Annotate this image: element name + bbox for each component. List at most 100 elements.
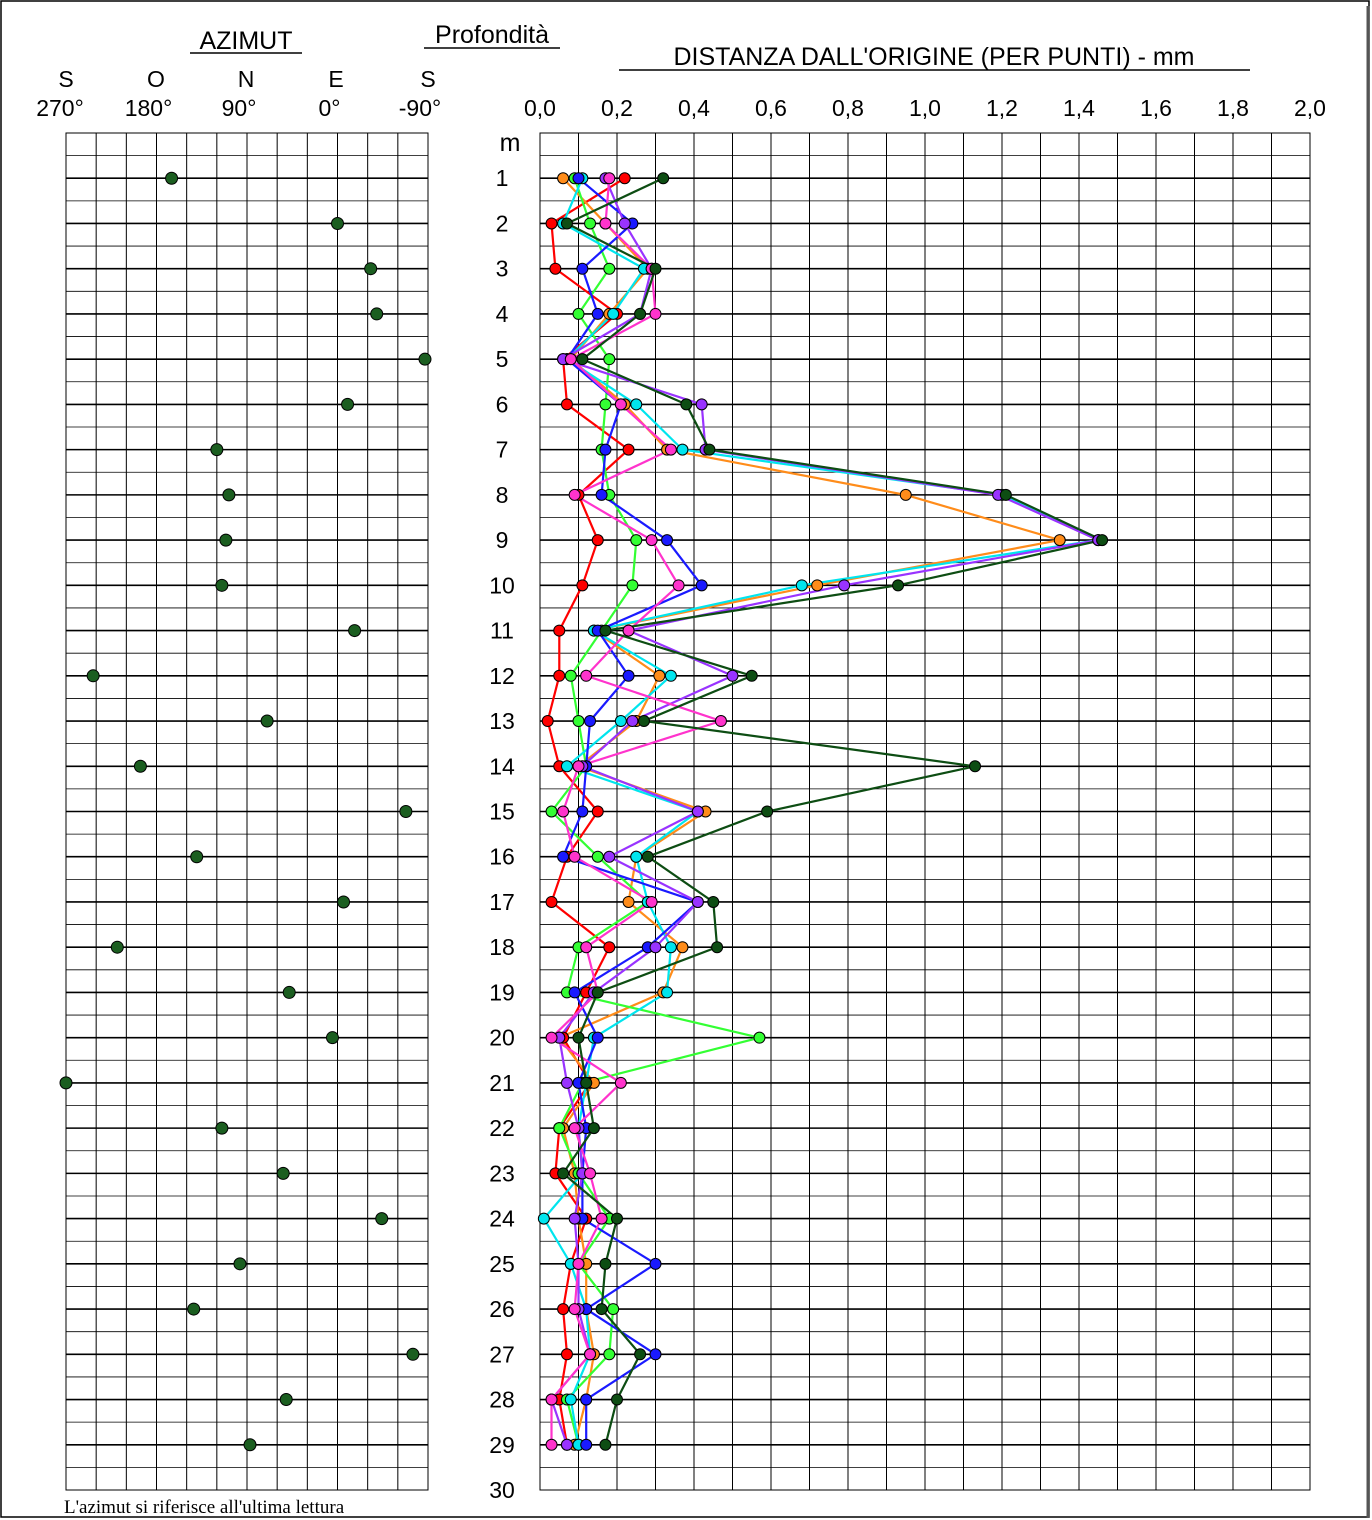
azimut-point [233,1257,247,1271]
depth-label: 25 [489,1251,515,1277]
azimut-point [190,850,204,864]
series-point [649,1257,662,1270]
series-point [649,262,662,275]
series-point [603,262,616,275]
distance-series-markers-7 [545,172,727,1451]
series-point [892,579,905,592]
series-point [611,1212,623,1225]
distance-tick-label: 2,0 [1294,95,1326,121]
azimut-point [282,985,296,999]
series-point [560,1348,573,1361]
series-point [553,624,566,637]
azimut-compass-label: N [238,66,255,92]
series-point [603,850,616,863]
series-point [599,1257,612,1270]
series-point [572,715,585,728]
depth-label: 26 [489,1296,515,1322]
series-point [626,715,639,728]
series-point [580,1076,593,1089]
series-point [599,398,612,411]
series-point [676,443,689,456]
series-point [626,579,639,592]
series-point [695,579,708,592]
series-point [541,715,554,728]
profondita-title: Profondità [435,21,549,49]
azimut-point [110,940,124,954]
series-point [599,443,612,456]
series-point [645,895,658,908]
distance-title: DISTANZA DALL'ORIGINE (PER PUNTI) - mm [673,43,1194,71]
series-point [811,579,824,592]
distance-tick-label: 1,6 [1140,95,1172,121]
series-point [664,443,677,456]
distance-tick-label: 1,0 [909,95,941,121]
series-point [622,895,635,908]
series-point [657,172,670,185]
series-point [603,1348,616,1361]
series-point [568,986,581,999]
series-point [622,669,635,682]
series-point [595,488,608,501]
series-point [649,307,662,320]
azimut-point [375,1212,389,1226]
azimut-footnote: L'azimut si riferisce all'ultima lettura [64,1497,345,1518]
azimut-point [341,397,355,411]
series-point [580,1438,593,1451]
azimut-point [331,216,344,230]
depth-label: 6 [496,391,509,417]
series-point [568,1212,581,1225]
series-point [557,1303,570,1316]
depth-label: 24 [489,1206,515,1232]
series-point [711,941,724,954]
azimut-point [215,578,229,592]
depth-label: 1 [496,165,509,191]
azimut-point [133,759,147,773]
series-point [795,579,808,592]
azimut-point [418,352,432,366]
azimut-series [59,171,432,1452]
series-point [614,1076,627,1089]
azimut-grid [65,132,429,1491]
series-point [560,1076,573,1089]
series-point [691,895,704,908]
series-point [661,534,674,547]
depth-label: 9 [496,527,509,553]
azimut-point [276,1166,290,1180]
series-point [572,1257,585,1270]
depth-label: 5 [496,346,509,372]
series-point [707,895,720,908]
series-point [634,1348,647,1361]
series-point [584,715,597,728]
depth-label: 16 [489,844,515,870]
depth-label: 12 [489,663,515,689]
depth-label: 30 [489,1477,515,1503]
series-point [695,398,708,411]
azimut-point [279,1393,293,1407]
azimut-degree-label: 270° [36,95,84,121]
series-point [557,850,570,863]
series-point [641,850,654,863]
series-point [607,1303,620,1316]
series-point [557,172,570,185]
series-point [580,941,593,954]
series-point [691,805,704,818]
series-point [672,579,685,592]
series-point [599,217,612,230]
series-point [560,217,573,230]
series-point [649,1348,662,1361]
series-point [591,805,604,818]
azimut-point [219,533,233,547]
series-point [622,624,635,637]
series-point [564,353,577,366]
series-point [899,488,912,501]
series-point [645,534,658,547]
azimut-degree-label: -90° [399,95,441,121]
azimut-degree-label: 180° [125,95,173,121]
series-point [549,262,562,275]
distance-tick-label: 1,4 [1063,95,1095,121]
series-point [584,1348,597,1361]
series-point [603,941,616,954]
series-point [591,986,604,999]
series-point [761,805,774,818]
series-point [595,1303,608,1316]
